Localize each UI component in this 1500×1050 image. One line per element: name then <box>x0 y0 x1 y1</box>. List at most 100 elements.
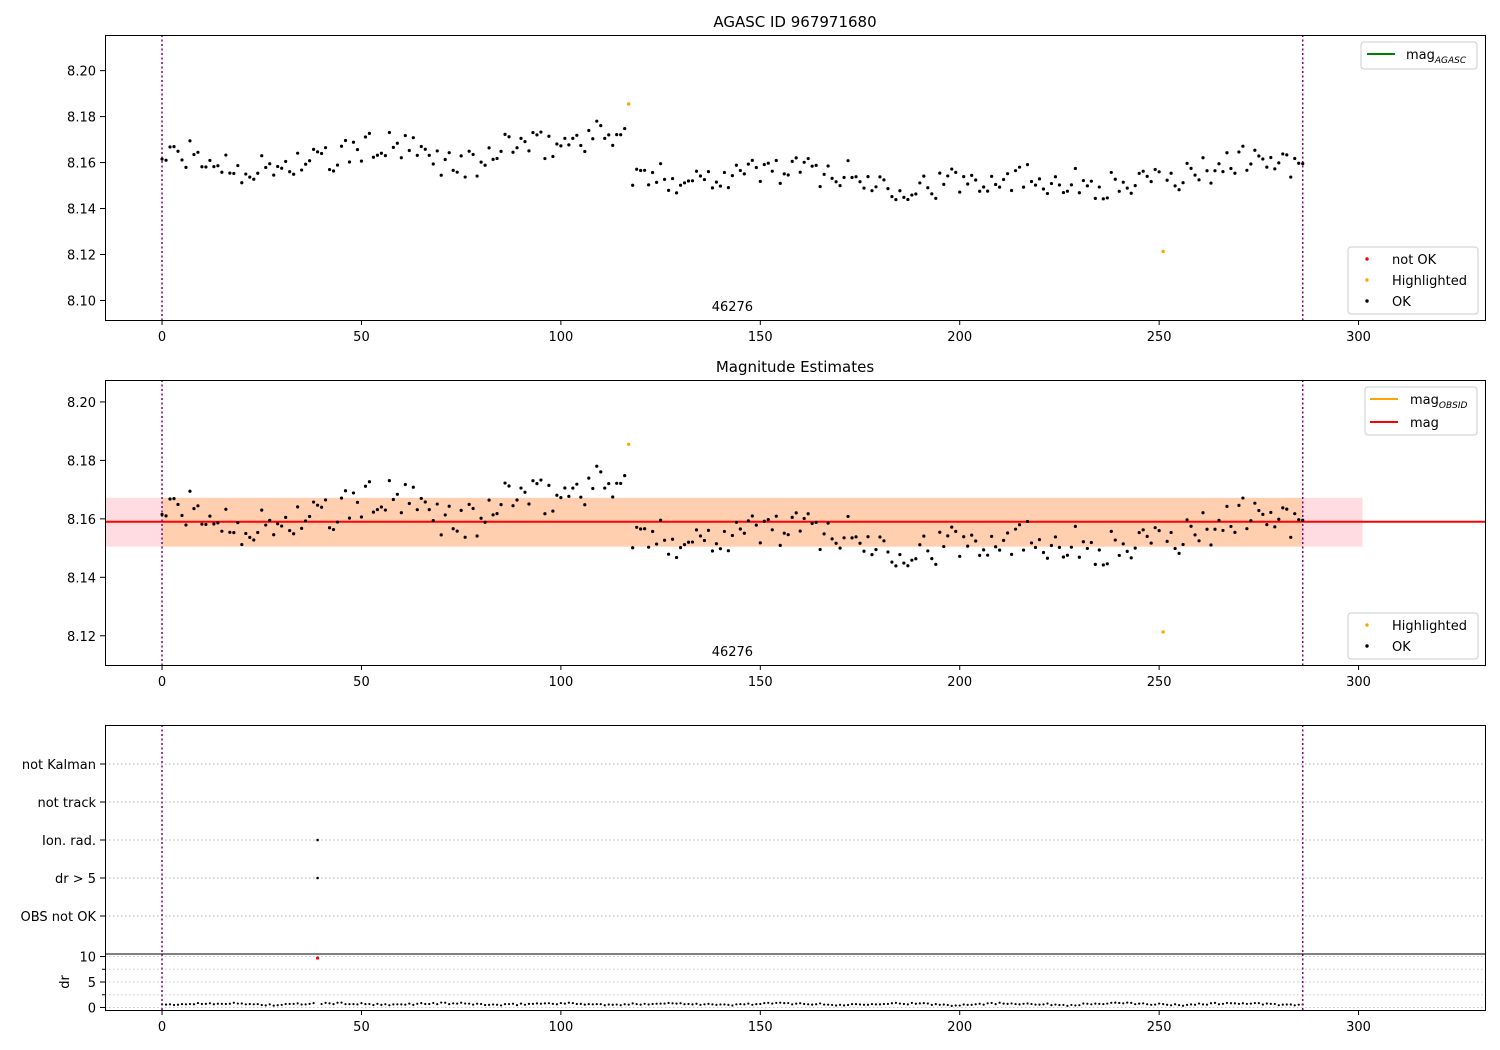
dr-point <box>168 1003 172 1006</box>
dr-point <box>200 1002 204 1006</box>
ok-point <box>535 133 539 137</box>
dr-point <box>675 1002 678 1005</box>
dr-point <box>1030 1002 1033 1006</box>
ok-point <box>750 158 754 162</box>
ok-point <box>1245 168 1249 172</box>
ok-point <box>662 177 667 181</box>
ok-point <box>379 505 383 509</box>
ok-point <box>260 154 264 158</box>
ok-point <box>431 162 435 166</box>
ok-point <box>910 558 914 562</box>
ok-point <box>455 529 459 533</box>
flags-dr-axes-frame <box>105 725 1486 1011</box>
flag-point <box>316 876 319 880</box>
ok-point <box>543 156 547 161</box>
legend-label-highlighted: Highlighted <box>1392 274 1467 289</box>
ok-point <box>1153 167 1157 172</box>
ok-point <box>1197 539 1201 543</box>
ok-point <box>264 523 268 527</box>
flag-point <box>316 838 319 842</box>
x-tick-label: 100 <box>548 1020 573 1035</box>
dr-point <box>432 1001 435 1005</box>
ok-point <box>826 164 830 168</box>
dr-point <box>531 1002 535 1005</box>
dr-point <box>476 1002 479 1005</box>
ok-point <box>571 136 575 140</box>
ok-point <box>746 162 750 166</box>
dr-point <box>767 1001 770 1004</box>
y-tick-label: 8.14 <box>67 571 96 586</box>
dr-point <box>910 1001 913 1005</box>
ok-point <box>335 163 340 167</box>
ok-point <box>236 521 240 525</box>
ok-point <box>1033 183 1038 187</box>
ok-point <box>934 562 938 566</box>
dr-point <box>232 1001 235 1004</box>
ok-point <box>998 185 1002 189</box>
ok-point <box>1273 525 1277 529</box>
dr-point <box>731 1004 734 1007</box>
ok-point <box>1061 190 1066 195</box>
dr-point <box>719 1003 722 1006</box>
dr-point <box>424 1002 427 1006</box>
ok-point <box>395 492 399 496</box>
ok-point <box>591 486 595 491</box>
dr-point <box>1201 1003 1205 1006</box>
ok-point <box>870 553 874 557</box>
dr-point <box>1273 1002 1276 1006</box>
ok-point <box>523 140 527 144</box>
y-tick-label: 8.10 <box>67 294 96 309</box>
ok-point <box>686 540 691 544</box>
ok-point <box>702 538 707 543</box>
ok-point <box>1109 170 1113 175</box>
ok-point <box>176 502 180 507</box>
dr-point <box>1181 1004 1185 1007</box>
ok-point <box>551 509 555 513</box>
x-tick-label: 50 <box>353 330 370 345</box>
dr-point <box>491 1003 495 1006</box>
dr-point <box>659 1002 662 1005</box>
ok-point <box>1165 539 1169 543</box>
ok-point <box>858 180 862 184</box>
dr-point <box>954 1004 957 1007</box>
ok-point <box>499 149 503 153</box>
dr-point <box>842 1004 846 1007</box>
ok-point <box>758 179 762 184</box>
dr-point <box>827 1003 830 1006</box>
dr-point <box>830 1003 834 1007</box>
ok-point <box>766 161 770 165</box>
ok-point <box>738 168 742 173</box>
ok-point <box>686 179 691 183</box>
flag-category-label: not Kalman <box>22 758 96 773</box>
ok-point <box>878 535 882 539</box>
dr-point <box>348 1003 351 1006</box>
dr-point <box>958 1004 961 1007</box>
dr-point <box>1058 1003 1061 1007</box>
dr-y-tick-label: 5 <box>88 976 96 991</box>
ok-point <box>164 158 168 162</box>
ok-point <box>982 185 986 189</box>
dr-point <box>1034 1003 1037 1006</box>
ok-point <box>647 545 651 549</box>
ok-point <box>798 529 802 533</box>
dr-point <box>587 1003 590 1006</box>
ok-point <box>1025 163 1030 167</box>
dr-point <box>1158 1002 1161 1005</box>
ok-point <box>511 504 515 508</box>
ok-point <box>810 521 814 526</box>
ok-point <box>308 159 312 163</box>
ok-point <box>678 546 683 550</box>
ok-point <box>1001 177 1006 182</box>
ok-point <box>1261 512 1265 516</box>
ok-point <box>970 173 974 177</box>
dr-point <box>336 1001 339 1004</box>
ok-point <box>423 147 427 151</box>
x-tick-label: 50 <box>353 1020 370 1035</box>
ok-point <box>1017 523 1022 527</box>
ok-point <box>172 145 176 149</box>
ok-point <box>754 165 758 170</box>
ok-point <box>172 496 176 501</box>
ok-point <box>1033 545 1038 550</box>
dr-point <box>926 1002 929 1005</box>
dr-point <box>727 1003 730 1006</box>
